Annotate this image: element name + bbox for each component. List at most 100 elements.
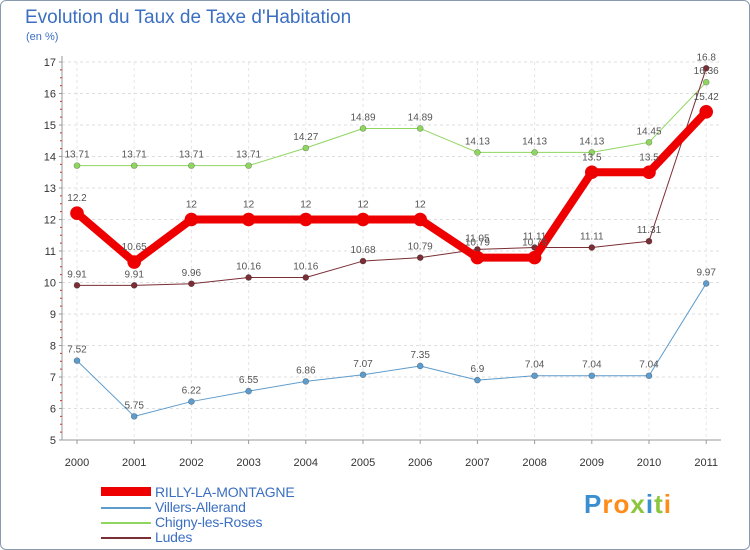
point-villers-allerand-2007[interactable] xyxy=(474,376,481,384)
label-chigny-les-roses-2004: 14.27 xyxy=(293,132,318,143)
point-villers-allerand-2004[interactable] xyxy=(302,378,310,385)
point-villers-allerand-2002[interactable] xyxy=(188,398,195,405)
point-ludes-2002[interactable] xyxy=(188,280,195,288)
label-rilly-la-montagne-2003: 12 xyxy=(243,200,255,211)
label-chigny-les-roses-2005: 14.89 xyxy=(350,112,375,123)
point-rilly-la-montagne-2002[interactable] xyxy=(184,212,199,227)
point-villers-allerand-2003[interactable] xyxy=(245,387,252,395)
x-tick-label-2000: 2000 xyxy=(65,457,89,469)
label-villers-allerand-2006: 7.35 xyxy=(410,350,430,361)
label-villers-allerand-2003: 6.55 xyxy=(239,375,259,386)
point-ludes-2006[interactable] xyxy=(416,254,424,261)
legend-label-rilly: RILLY-LA-MONTAGNE xyxy=(155,484,295,500)
point-rilly-la-montagne-2000[interactable] xyxy=(70,206,84,220)
y-tick-label-14: 14 xyxy=(44,152,56,164)
label-ludes-2007: 11.05 xyxy=(465,233,490,244)
data-labels: 12.2 10.65 12 12 12 12 12 10.79 10.79 13.5 13.5 15.… xyxy=(64,52,719,411)
label-chigny-les-roses-2000: 13.71 xyxy=(64,150,89,161)
point-rilly-la-montagne-2010[interactable] xyxy=(642,165,656,180)
point-rilly-la-montagne-2008[interactable] xyxy=(527,250,542,265)
label-chigny-les-roses-2003: 13.71 xyxy=(236,150,261,161)
point-chigny-les-roses-2008[interactable] xyxy=(531,149,538,156)
point-chigny-les-roses-2010[interactable] xyxy=(645,139,653,146)
logo-letter: P xyxy=(584,489,603,519)
point-ludes-2010[interactable] xyxy=(645,237,653,245)
point-villers-allerand-2008[interactable] xyxy=(531,372,538,380)
point-ludes-2000[interactable] xyxy=(73,282,81,289)
point-chigny-les-roses-2011[interactable] xyxy=(702,78,710,86)
point-chigny-les-roses-2005[interactable] xyxy=(359,125,367,132)
series-line-ludes xyxy=(76,67,707,286)
legend-swatch-villers xyxy=(101,507,151,509)
y-tick-label-9: 9 xyxy=(50,309,56,321)
y-tick-label-15: 15 xyxy=(44,120,56,132)
point-chigny-les-roses-2006[interactable] xyxy=(416,125,424,132)
point-chigny-les-roses-2002[interactable] xyxy=(188,162,195,169)
point-rilly-la-montagne-2001[interactable] xyxy=(127,255,141,269)
x-tick-label-2005: 2005 xyxy=(351,457,375,469)
point-chigny-les-roses-2003[interactable] xyxy=(245,162,252,169)
y-tick-label-12: 12 xyxy=(44,215,56,227)
y-tick-label-17: 17 xyxy=(44,57,56,69)
point-chigny-les-roses-2001[interactable] xyxy=(130,162,138,169)
label-rilly-la-montagne-2006: 12 xyxy=(415,200,427,211)
label-villers-allerand-2004: 6.86 xyxy=(296,365,316,376)
label-rilly-la-montagne-2008: 10.79 xyxy=(522,238,547,249)
point-rilly-la-montagne-2007[interactable] xyxy=(470,250,485,265)
legend-item-rilly[interactable]: RILLY-LA-MONTAGNE xyxy=(101,484,361,500)
point-villers-allerand-2010[interactable] xyxy=(645,372,653,380)
point-villers-allerand-2006[interactable] xyxy=(416,362,424,370)
label-rilly-la-montagne-2001: 10.65 xyxy=(122,242,147,253)
label-rilly-la-montagne-2009: 13.5 xyxy=(582,152,602,163)
point-villers-allerand-2011[interactable] xyxy=(702,280,710,287)
label-ludes-2010: 11.31 xyxy=(637,225,662,236)
point-chigny-les-roses-2004[interactable] xyxy=(302,144,310,152)
point-villers-allerand-2001[interactable] xyxy=(130,413,138,420)
legend-item-villers[interactable]: Villers-Allerand xyxy=(101,499,361,515)
point-ludes-2011[interactable] xyxy=(702,65,710,72)
label-ludes-2008: 11.11 xyxy=(523,232,547,243)
point-ludes-2001[interactable] xyxy=(130,282,138,289)
point-chigny-les-roses-2000[interactable] xyxy=(73,162,81,169)
point-rilly-la-montagne-2005[interactable] xyxy=(356,212,370,227)
label-villers-allerand-2010: 7.04 xyxy=(639,360,659,371)
label-rilly-la-montagne-2002: 12 xyxy=(186,200,198,211)
x-tick-label-2002: 2002 xyxy=(179,457,203,469)
label-chigny-les-roses-2007: 14.13 xyxy=(465,136,490,147)
point-rilly-la-montagne-2006[interactable] xyxy=(413,212,428,227)
series-line-chigny-les-roses xyxy=(76,81,707,167)
point-ludes-2009[interactable] xyxy=(588,244,596,251)
x-tick-label-2007: 2007 xyxy=(465,457,489,469)
point-rilly-la-montagne-2009[interactable] xyxy=(584,165,599,180)
chart-title: Evolution du Taux de Taxe d'Habitation xyxy=(25,7,352,28)
legend-swatch-ludes xyxy=(101,537,151,539)
point-rilly-la-montagne-2004[interactable] xyxy=(298,212,313,227)
point-chigny-les-roses-2007[interactable] xyxy=(474,149,481,156)
x-tick-label-2001: 2001 xyxy=(122,457,146,469)
x-tick-label-2003: 2003 xyxy=(236,457,260,469)
label-rilly-la-montagne-2005: 12 xyxy=(357,200,369,211)
point-chigny-les-roses-2009[interactable] xyxy=(588,149,596,156)
legend-label-villers: Villers-Allerand xyxy=(155,499,246,515)
y-tick-label-10: 10 xyxy=(44,278,56,290)
x-tick-label-2004: 2004 xyxy=(294,457,318,469)
point-villers-allerand-2005[interactable] xyxy=(359,371,367,379)
point-ludes-2005[interactable] xyxy=(359,257,367,265)
point-rilly-la-montagne-2003[interactable] xyxy=(241,212,256,227)
point-villers-allerand-2009[interactable] xyxy=(588,372,596,380)
label-ludes-2009: 11.11 xyxy=(580,232,604,243)
point-ludes-2003[interactable] xyxy=(245,274,252,281)
y-tick-label-11: 11 xyxy=(45,246,56,258)
point-villers-allerand-2000[interactable] xyxy=(73,357,81,364)
legend: RILLY-LA-MONTAGNE Villers-Allerand Chign… xyxy=(101,484,361,545)
point-ludes-2004[interactable] xyxy=(302,274,310,281)
point-rilly-la-montagne-2011[interactable] xyxy=(699,104,714,119)
legend-item-ludes[interactable]: Ludes xyxy=(101,529,361,545)
label-rilly-la-montagne-2010: 13.5 xyxy=(639,152,659,163)
legend-item-chigny[interactable]: Chigny-les-Roses xyxy=(101,514,361,530)
chart-unit-label: (en %) xyxy=(26,31,59,43)
logo-letter: o xyxy=(613,489,631,519)
x-tick-label-2006: 2006 xyxy=(408,457,432,469)
label-chigny-les-roses-2006: 14.89 xyxy=(408,112,433,123)
y-tick-label-7: 7 xyxy=(50,372,56,384)
